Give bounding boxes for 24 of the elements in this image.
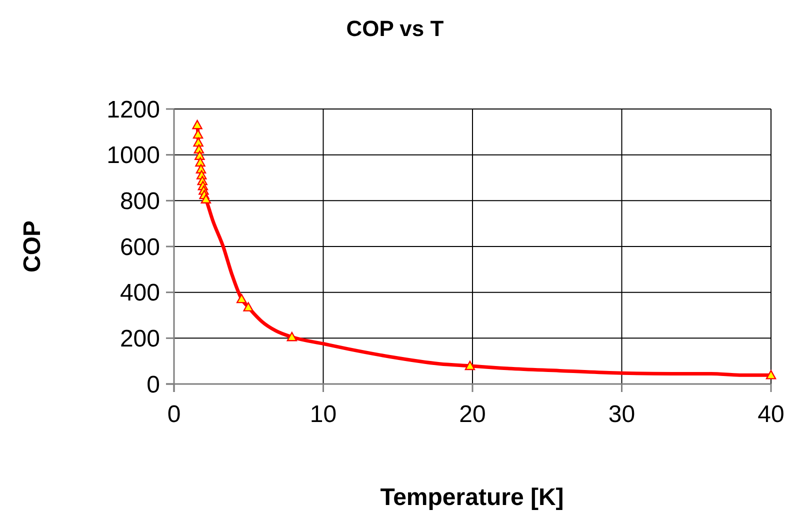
point [200,194,212,204]
chart-title: COP vs T [346,16,444,41]
x-tick-label: 20 [459,401,486,428]
y-tick-label: 1200 [106,96,160,124]
x-axis-title: Temperature [K] [380,484,564,511]
point [766,370,776,380]
point [195,157,206,167]
y-tick-label: 400 [120,280,160,307]
y-tick-label: 0 [146,371,160,398]
point [243,302,254,312]
y-tick-label: 800 [120,188,160,216]
y-tick-label: 200 [120,326,160,353]
x-tick-label: 10 [310,401,337,428]
point [464,360,476,370]
y-tick-label: 1000 [106,142,160,170]
point [193,137,204,147]
point [192,120,202,130]
x-tick-label: 0 [167,401,181,428]
y-axis-title: COP [19,220,46,273]
x-tick-label: 40 [758,401,784,428]
point [236,294,247,304]
point [286,332,298,342]
y-tick-label: 600 [120,234,160,261]
x-tick-label: 30 [608,401,636,428]
